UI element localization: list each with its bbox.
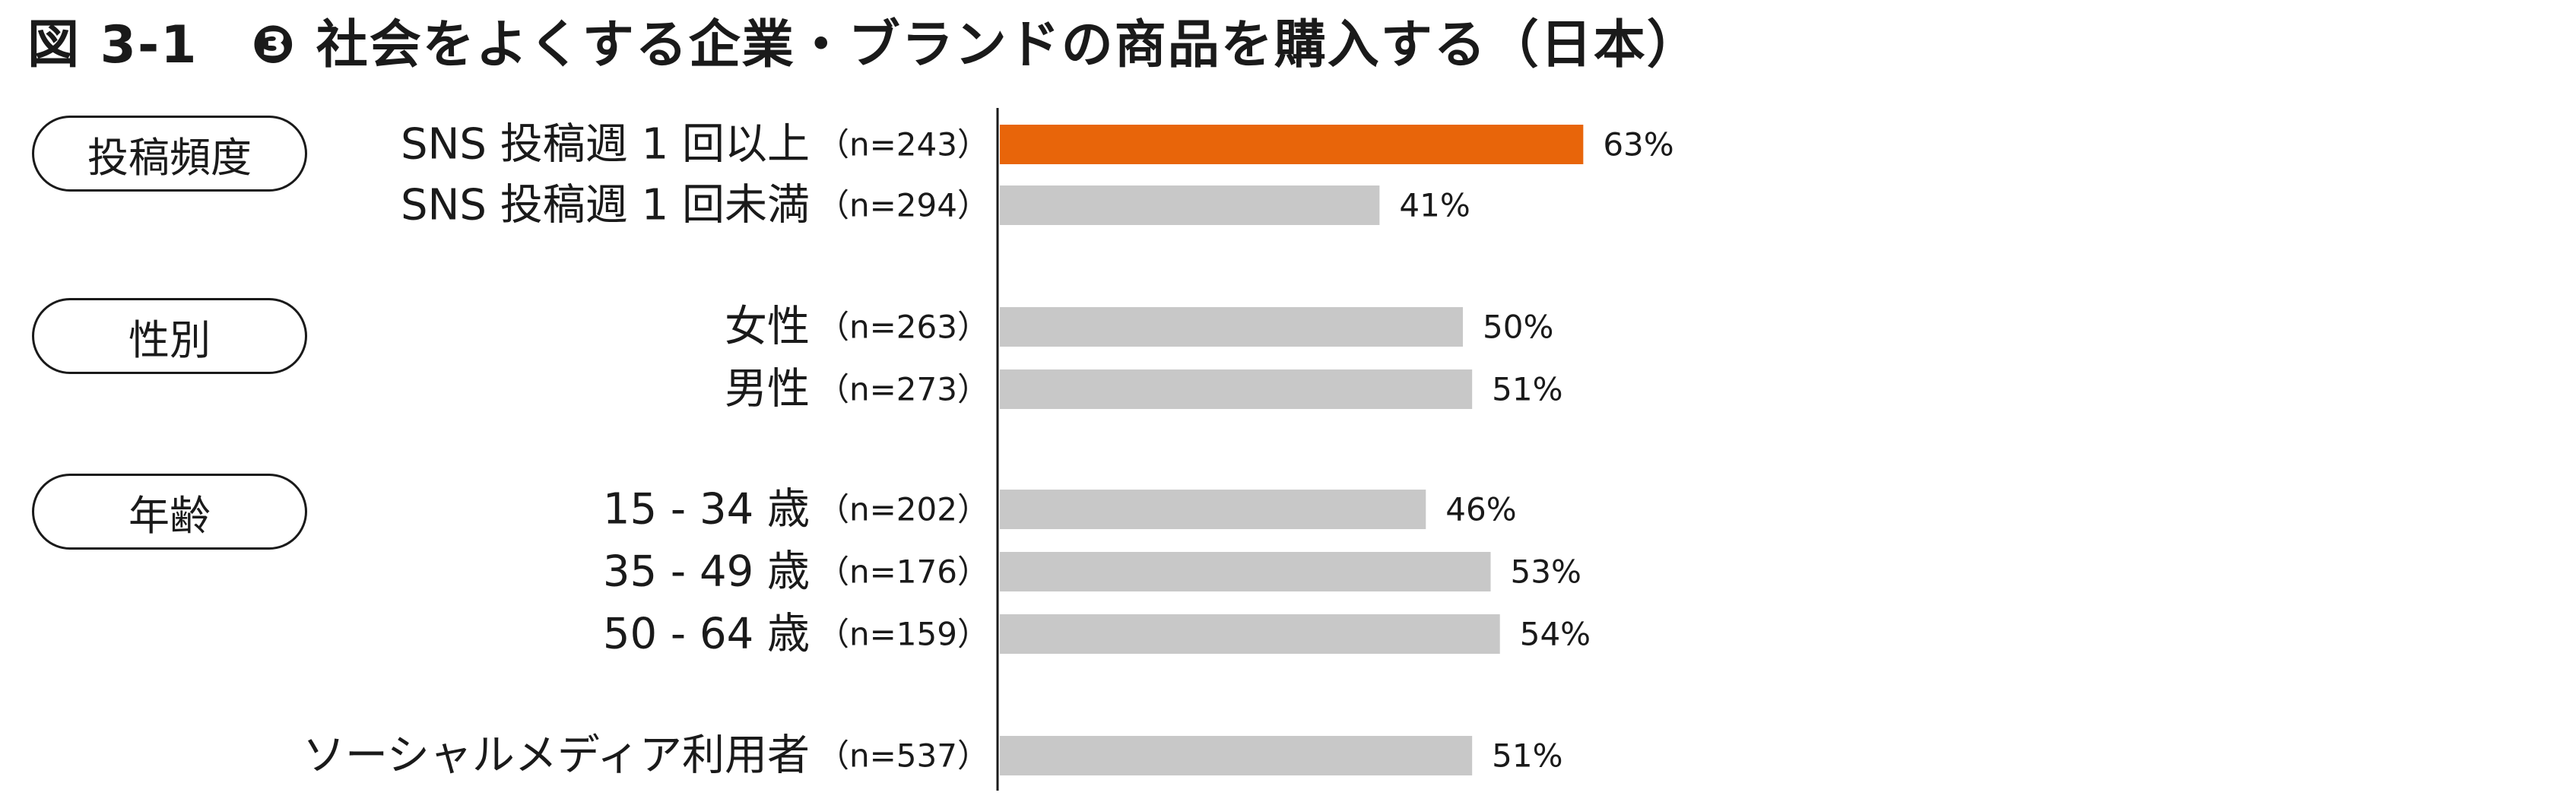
group-label-age: 年齢: [32, 474, 307, 550]
bar-0: [1000, 125, 1584, 164]
sample-size-label-6: （n=159）: [817, 616, 989, 653]
sample-size-label-4: （n=202）: [817, 491, 989, 528]
sample-size-label-7: （n=537）: [817, 737, 989, 775]
group-label-gender: 性別: [32, 298, 307, 374]
category-label-2: 女性: [725, 303, 810, 352]
value-label-2: 50%: [1483, 309, 1553, 346]
sample-size-label-3: （n=273）: [817, 371, 989, 408]
value-label-3: 51%: [1492, 371, 1562, 408]
category-label-0: SNS 投稿週 1 回以上: [401, 120, 810, 170]
bar-3: [1000, 369, 1473, 409]
category-label-4: 15 - 34 歳: [603, 485, 810, 534]
figure-number: 図 3-1: [27, 15, 198, 75]
value-label-6: 54%: [1520, 616, 1591, 653]
sample-size-label-0: （n=243）: [817, 126, 989, 163]
bar-2: [1000, 307, 1463, 347]
category-label-7: ソーシャルメディア利用者: [303, 731, 810, 781]
value-label-1: 41%: [1399, 187, 1470, 224]
group-label-posting-frequency: 投稿頻度: [32, 116, 307, 192]
bar-1: [1000, 185, 1380, 225]
category-label-3: 男性: [725, 365, 810, 414]
figure-title: 図 3-1 ❸ 社会をよくする企業・ブランドの商品を購入する（日本）: [27, 9, 1700, 82]
sample-size-label-1: （n=294）: [817, 187, 989, 224]
sample-size-label-2: （n=263）: [817, 309, 989, 346]
bar-7: [1000, 736, 1473, 775]
sample-size-label-5: （n=176）: [817, 553, 989, 591]
category-label-1: SNS 投稿週 1 回未満: [401, 181, 810, 230]
value-label-5: 53%: [1511, 553, 1581, 591]
bars-group: SNS 投稿週 1 回以上 （n=243） 63%SNS 投稿週 1 回未満 （n=2…: [303, 120, 1674, 781]
bar-4: [1000, 490, 1426, 529]
bar-5: [1000, 552, 1491, 591]
value-label-4: 46%: [1445, 491, 1516, 528]
value-label-7: 51%: [1492, 737, 1562, 775]
category-label-5: 35 - 49 歳: [603, 547, 810, 597]
value-label-0: 63%: [1603, 126, 1673, 163]
figure-title-text: ❸ 社会をよくする企業・ブランドの商品を購入する（日本）: [251, 15, 1700, 75]
category-label-6: 50 - 64 歳: [603, 610, 810, 659]
bar-6: [1000, 614, 1500, 654]
